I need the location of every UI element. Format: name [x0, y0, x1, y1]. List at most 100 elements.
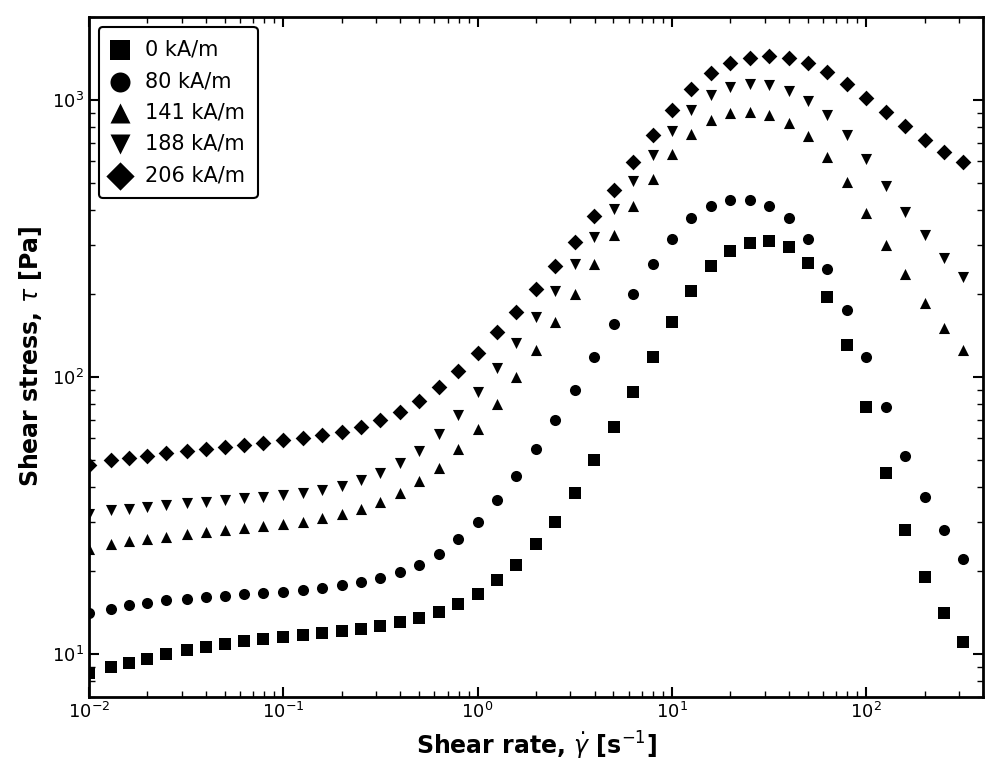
0 kA/m — [411, 612, 427, 624]
0 kA/m — [353, 622, 369, 635]
0 kA/m — [781, 241, 797, 253]
0 kA/m — [217, 637, 233, 650]
0 kA/m — [936, 608, 952, 620]
188 kA/m — [489, 361, 505, 374]
206 kA/m — [586, 210, 602, 223]
0 kA/m — [839, 339, 855, 351]
206 kA/m — [645, 129, 661, 142]
206 kA/m — [781, 51, 797, 64]
188 kA/m — [81, 508, 97, 520]
141 kA/m — [411, 475, 427, 488]
206 kA/m — [275, 434, 291, 446]
141 kA/m — [217, 523, 233, 536]
188 kA/m — [897, 206, 913, 218]
206 kA/m — [742, 51, 758, 64]
80 kA/m — [547, 414, 563, 426]
188 kA/m — [275, 488, 291, 501]
0 kA/m — [431, 605, 447, 618]
141 kA/m — [198, 526, 214, 538]
141 kA/m — [800, 130, 816, 143]
206 kA/m — [198, 442, 214, 455]
80 kA/m — [353, 576, 369, 588]
0 kA/m — [255, 633, 271, 646]
80 kA/m — [917, 490, 933, 502]
206 kA/m — [878, 106, 894, 118]
0 kA/m — [625, 386, 641, 399]
206 kA/m — [606, 183, 622, 196]
188 kA/m — [470, 386, 486, 399]
141 kA/m — [858, 207, 874, 220]
141 kA/m — [255, 520, 271, 532]
188 kA/m — [839, 129, 855, 142]
188 kA/m — [217, 494, 233, 506]
141 kA/m — [567, 287, 583, 300]
188 kA/m — [781, 85, 797, 97]
188 kA/m — [878, 180, 894, 192]
0 kA/m — [236, 635, 252, 647]
206 kA/m — [800, 57, 816, 69]
188 kA/m — [761, 79, 777, 92]
141 kA/m — [121, 535, 137, 548]
80 kA/m — [839, 304, 855, 316]
206 kA/m — [567, 235, 583, 248]
141 kA/m — [470, 422, 486, 435]
0 kA/m — [121, 657, 137, 669]
80 kA/m — [625, 287, 641, 300]
206 kA/m — [508, 305, 524, 318]
206 kA/m — [431, 381, 447, 393]
188 kA/m — [295, 487, 311, 499]
80 kA/m — [275, 585, 291, 597]
0 kA/m — [528, 538, 544, 550]
206 kA/m — [295, 432, 311, 445]
80 kA/m — [955, 553, 971, 566]
0 kA/m — [81, 668, 97, 680]
80 kA/m — [606, 318, 622, 330]
141 kA/m — [179, 528, 195, 541]
Legend: 0 kA/m, 80 kA/m, 141 kA/m, 188 kA/m, 206 kA/m: 0 kA/m, 80 kA/m, 141 kA/m, 188 kA/m, 206… — [99, 27, 258, 198]
188 kA/m — [103, 504, 119, 516]
0 kA/m — [275, 631, 291, 643]
188 kA/m — [179, 497, 195, 509]
0 kA/m — [819, 291, 835, 303]
0 kA/m — [703, 259, 719, 272]
206 kA/m — [839, 78, 855, 90]
X-axis label: Shear rate, $\dot{\gamma}$ [s$^{-1}$]: Shear rate, $\dot{\gamma}$ [s$^{-1}$] — [416, 730, 657, 763]
141 kA/m — [236, 522, 252, 534]
188 kA/m — [431, 428, 447, 441]
0 kA/m — [683, 284, 699, 297]
188 kA/m — [255, 490, 271, 502]
188 kA/m — [198, 495, 214, 508]
0 kA/m — [489, 573, 505, 586]
188 kA/m — [819, 109, 835, 122]
206 kA/m — [470, 347, 486, 359]
0 kA/m — [334, 625, 350, 637]
0 kA/m — [158, 647, 174, 660]
141 kA/m — [878, 238, 894, 251]
141 kA/m — [722, 108, 738, 120]
0 kA/m — [295, 629, 311, 641]
0 kA/m — [450, 597, 466, 610]
206 kA/m — [392, 405, 408, 418]
80 kA/m — [314, 582, 330, 594]
141 kA/m — [372, 495, 388, 508]
141 kA/m — [917, 297, 933, 309]
206 kA/m — [625, 157, 641, 169]
206 kA/m — [703, 67, 719, 79]
188 kA/m — [411, 445, 427, 457]
141 kA/m — [586, 258, 602, 270]
188 kA/m — [936, 252, 952, 264]
188 kA/m — [392, 456, 408, 469]
141 kA/m — [508, 371, 524, 383]
206 kA/m — [897, 120, 913, 132]
80 kA/m — [121, 599, 137, 612]
188 kA/m — [236, 492, 252, 505]
188 kA/m — [722, 81, 738, 93]
0 kA/m — [372, 620, 388, 633]
141 kA/m — [819, 150, 835, 163]
206 kA/m — [121, 452, 137, 464]
80 kA/m — [431, 548, 447, 560]
141 kA/m — [334, 508, 350, 520]
206 kA/m — [372, 414, 388, 426]
80 kA/m — [897, 449, 913, 462]
0 kA/m — [392, 616, 408, 629]
